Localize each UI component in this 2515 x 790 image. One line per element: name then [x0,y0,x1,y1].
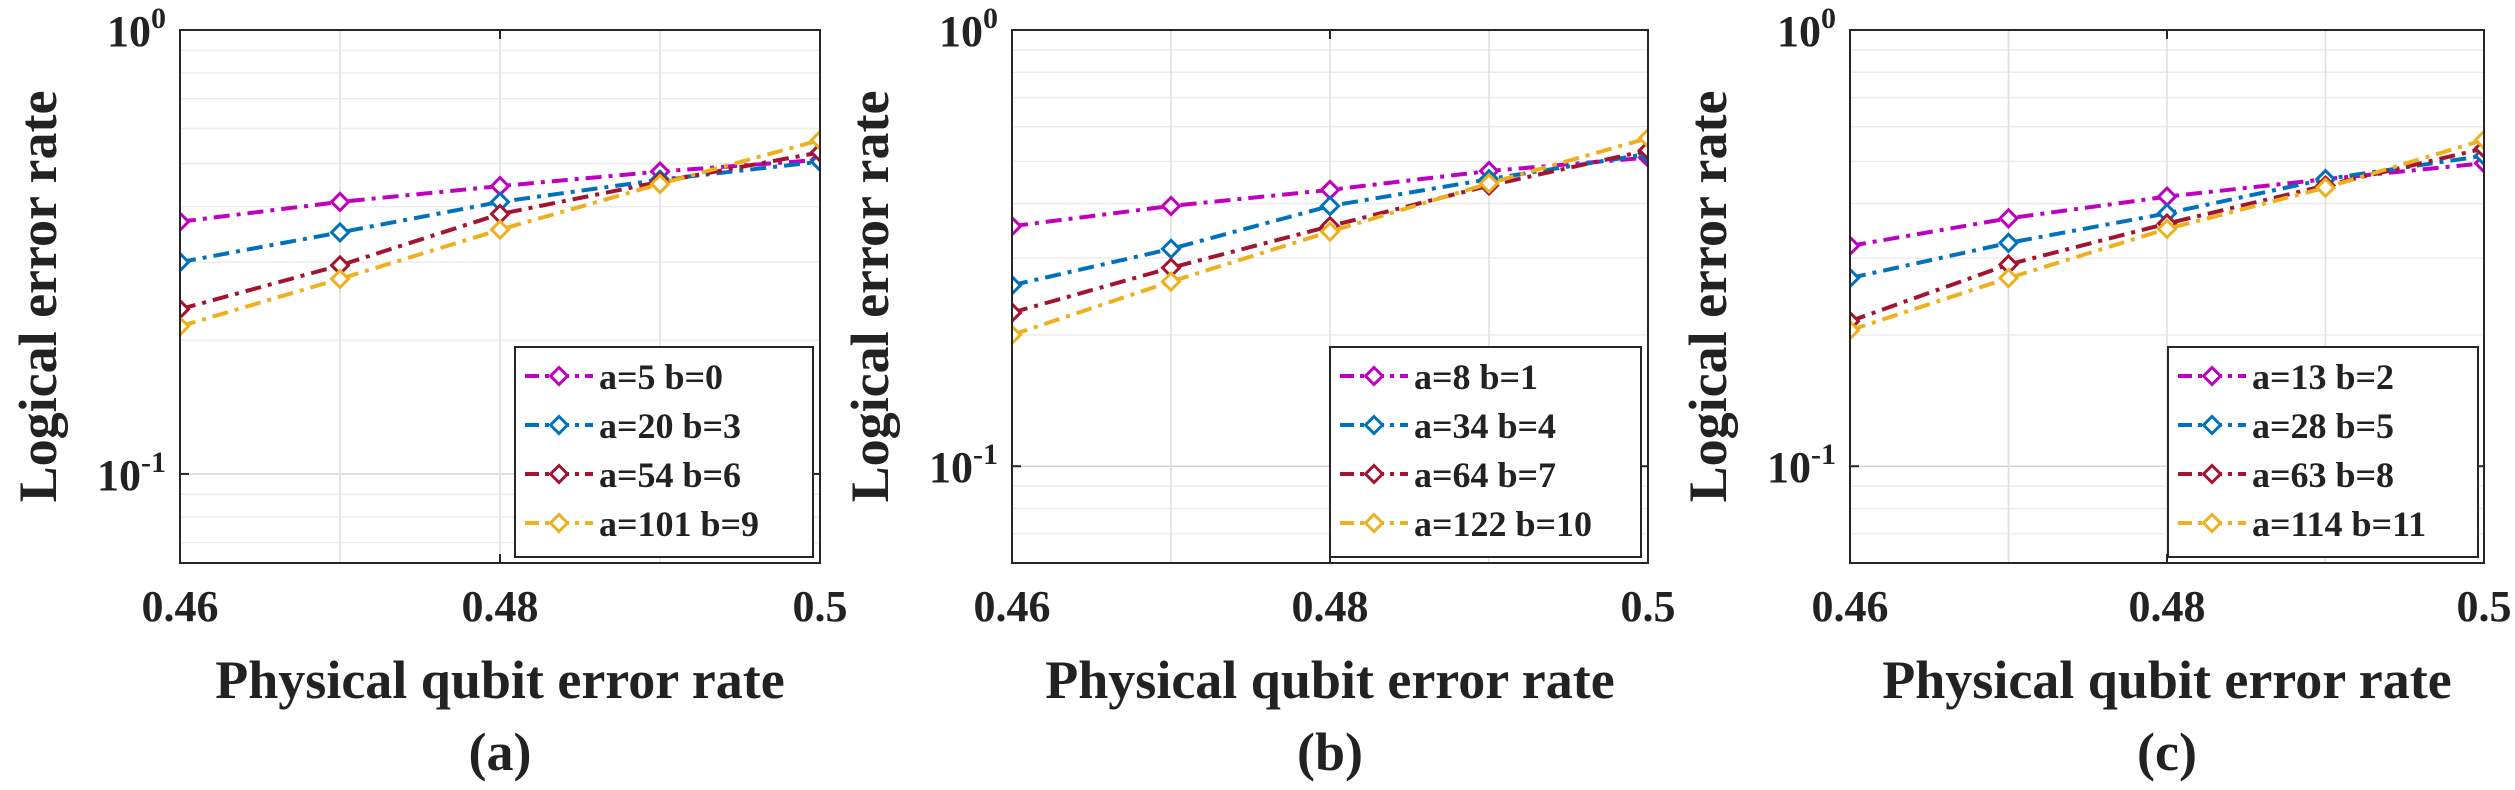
legend-marker [2201,414,2223,436]
data-point [1012,274,1023,296]
data-point [1850,267,1861,289]
legend-marker [2201,512,2223,534]
data-point [2156,218,2178,240]
x-axis-label: Physical qubit error rate [1882,650,2451,710]
x-tick-label: 0.48 [2129,582,2206,631]
legend-marker [548,414,570,436]
data-point [2473,129,2484,151]
data-point [180,211,191,233]
legend-label: a=8 b=1 [1414,357,1538,397]
x-tick-label: 0.46 [974,582,1051,631]
legend-marker [2201,365,2223,387]
legend-label: a=122 b=10 [1414,504,1592,544]
data-point [180,251,191,273]
y-tick-label: 100 [1777,2,1836,56]
data-point [329,221,351,244]
panel-a: 0.46 0.48 0.5 10-1 100 Physical qubit error r… [8,2,848,782]
data-point [329,268,351,290]
y-tick-label: 10-1 [97,446,166,500]
data-point [1012,324,1023,346]
x-tick-label: 0.48 [1292,582,1369,631]
x-tick-label: 0.5 [1621,582,1676,631]
data-point [180,315,191,337]
legend-marker [1363,365,1385,387]
data-point [180,298,191,320]
series-line-4 [180,138,820,329]
legend-label: a=114 b=11 [2252,504,2426,544]
data-point [1850,319,1861,341]
data-point [1997,267,2020,289]
legend-label: a=20 b=3 [599,406,741,446]
data-point [1997,207,2020,229]
data-point [649,173,671,195]
series-group [180,129,820,337]
panel-label: (b) [1297,722,1363,782]
legend-label: a=64 b=7 [1414,455,1556,495]
legend-label: a=54 b=6 [599,455,741,495]
legend-marker [548,463,570,485]
y-tick-label: 100 [107,2,166,56]
data-point [1478,172,1500,195]
legend: a=5 b=0 a=20 b=3 a=54 b=6 a=101 b=9 [514,346,814,558]
y-tick-label: 10-1 [929,438,998,492]
data-point [1637,127,1648,149]
data-point [489,219,511,241]
y-axis-label: Logical error rate [840,91,900,503]
data-point [1319,220,1341,243]
data-point [1319,195,1341,217]
x-axis-label: Physical qubit error rate [1045,650,1614,710]
legend-label: a=28 b=5 [2252,406,2394,446]
legend-label: a=34 b=4 [1414,406,1556,446]
series-group [1012,127,1648,346]
series-line-2 [180,159,820,265]
x-tick-label: 0.46 [1812,582,1889,631]
panel-b: 0.46 0.48 0.5 10-1 100 Physical qubit error r… [840,2,1676,782]
series-line-3 [180,150,820,312]
grid [179,29,821,563]
legend-label: a=13 b=2 [2252,357,2394,397]
data-point [809,129,820,151]
data-point [1160,270,1182,293]
data-point [329,191,351,213]
legend-label: a=63 b=8 [2252,455,2394,495]
panel-c: 0.46 0.48 0.5 10-1 100 Physical qubit error r… [1678,2,2512,782]
x-axis-label: Physical qubit error rate [215,650,784,710]
y-axis-label: Logical error rate [1678,91,1738,503]
legend-marker [1363,414,1385,436]
data-point [1997,232,2020,254]
x-tick-label: 0.5 [2457,582,2512,631]
data-point [1850,235,1861,257]
y-tick-label: 10-1 [1767,438,1836,492]
data-point [2314,177,2337,199]
legend: a=13 b=2 a=28 b=5 a=63 b=8 a=114 b=11 [2167,346,2479,558]
legend-marker [548,365,570,387]
legend-marker [1363,512,1385,534]
data-point [1160,195,1182,217]
legend: a=8 b=1 a=34 b=4 a=64 b=7 a=122 b=10 [1329,346,1642,558]
legend-label: a=101 b=9 [599,504,759,544]
y-tick-label: 100 [939,2,998,56]
legend-marker [1363,463,1385,485]
data-point [1012,215,1023,237]
y-axis-label: Logical error rate [8,91,68,503]
x-tick-label: 0.48 [462,582,539,631]
legend-label: a=5 b=0 [599,357,723,397]
panel-label: (c) [2137,722,2197,782]
series-line-2 [1012,151,1648,288]
x-tick-label: 0.46 [142,582,219,631]
panel-label: (a) [469,722,532,782]
series-line-2 [1850,153,2484,281]
data-point [1012,301,1023,324]
legend-marker [548,512,570,534]
legend-marker [2201,463,2223,485]
series-line-4 [1012,136,1648,337]
x-tick-label: 0.5 [793,582,848,631]
series-group [1850,129,2484,341]
